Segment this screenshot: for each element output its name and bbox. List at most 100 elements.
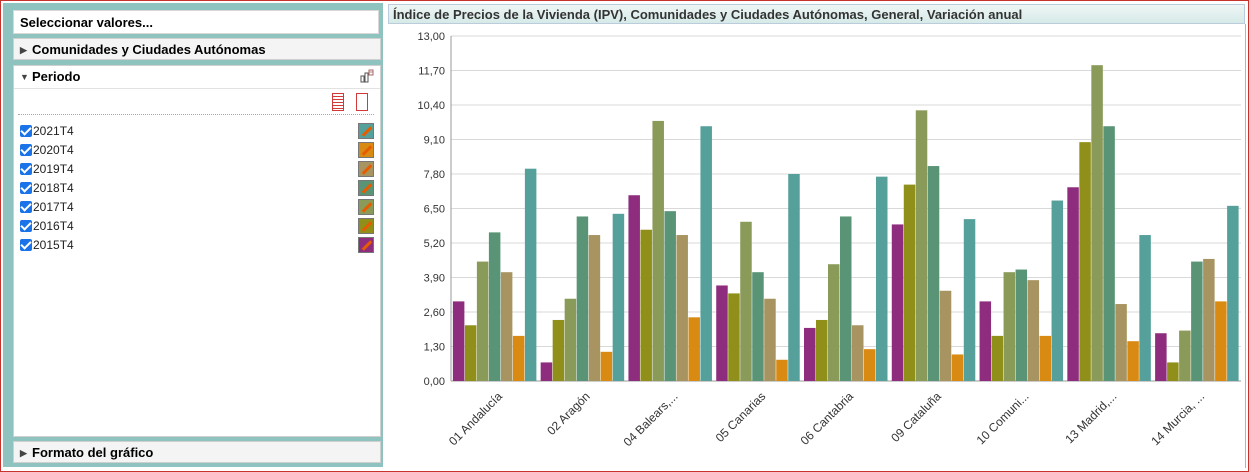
bar-2021T4-1[interactable] — [612, 213, 625, 381]
bar-2016T4-2[interactable] — [640, 229, 652, 381]
bar-2018T4-7[interactable] — [1103, 126, 1115, 381]
color-picker-icon[interactable] — [358, 199, 374, 215]
bar-2021T4-4[interactable] — [876, 176, 888, 381]
bar-2019T4-8[interactable] — [1203, 258, 1215, 381]
bar-2017T4-0[interactable] — [476, 261, 489, 381]
bar-2016T4-8[interactable] — [1167, 362, 1179, 381]
bar-2018T4-3[interactable] — [752, 272, 764, 381]
section-ccaa[interactable]: ▶ Comunidades y Ciudades Autónomas — [13, 38, 381, 60]
bar-2015T4-0[interactable] — [452, 301, 465, 381]
bar-2018T4-0[interactable] — [488, 232, 501, 381]
color-picker-icon[interactable] — [358, 180, 374, 196]
bar-2020T4-5[interactable] — [951, 354, 964, 381]
period-item[interactable]: 2020T4 — [20, 141, 374, 160]
bar-2021T4-2[interactable] — [700, 126, 712, 381]
color-picker-icon[interactable] — [358, 123, 374, 139]
color-picker-icon[interactable] — [358, 218, 374, 234]
bar-2018T4-6[interactable] — [1015, 269, 1028, 381]
period-checkbox[interactable] — [20, 201, 32, 213]
bar-2017T4-4[interactable] — [828, 264, 840, 381]
bar-2016T4-1[interactable] — [552, 319, 565, 381]
bar-2021T4-6[interactable] — [1051, 200, 1064, 381]
period-checkbox[interactable] — [20, 220, 32, 232]
x-tick-label: 05 Canarias — [713, 389, 769, 445]
bar-2018T4-1[interactable] — [576, 216, 589, 381]
bar-2019T4-6[interactable] — [1027, 280, 1040, 381]
bar-2015T4-1[interactable] — [540, 362, 553, 381]
bar-2019T4-2[interactable] — [676, 235, 688, 381]
bar-2020T4-6[interactable] — [1039, 335, 1052, 381]
bar-2021T4-7[interactable] — [1139, 235, 1151, 381]
period-checkbox[interactable] — [20, 182, 32, 194]
bar-2016T4-4[interactable] — [816, 319, 828, 381]
bar-2021T4-0[interactable] — [524, 168, 537, 381]
expand-right-icon: ▶ — [20, 448, 27, 458]
bar-2017T4-3[interactable] — [740, 221, 752, 381]
bar-2017T4-8[interactable] — [1179, 330, 1191, 381]
bar-2015T4-6[interactable] — [979, 301, 992, 381]
bar-2015T4-4[interactable] — [804, 327, 816, 381]
period-checkbox[interactable] — [20, 144, 32, 156]
select-none-icon[interactable] — [356, 93, 368, 111]
bar-2020T4-4[interactable] — [864, 349, 876, 381]
bar-2015T4-2[interactable] — [628, 195, 640, 381]
bar-2019T4-4[interactable] — [852, 325, 864, 381]
bar-2019T4-7[interactable] — [1115, 304, 1127, 381]
bar-2015T4-8[interactable] — [1155, 333, 1167, 381]
bar-2019T4-3[interactable] — [764, 298, 776, 381]
period-checkbox[interactable] — [20, 163, 32, 175]
bar-2021T4-3[interactable] — [788, 174, 800, 381]
x-tick-label: 04 Balears,... — [621, 389, 681, 449]
bar-2021T4-5[interactable] — [963, 219, 976, 381]
bar-2018T4-8[interactable] — [1191, 261, 1203, 381]
period-item[interactable]: 2019T4 — [20, 160, 374, 179]
bar-2020T4-1[interactable] — [600, 351, 613, 381]
period-checkbox[interactable] — [20, 239, 32, 251]
bar-2018T4-4[interactable] — [840, 216, 852, 381]
bar-2017T4-2[interactable] — [652, 120, 664, 381]
hierarchy-icon[interactable] — [360, 69, 374, 83]
color-picker-icon[interactable] — [358, 142, 374, 158]
bar-2017T4-5[interactable] — [915, 110, 928, 382]
x-tick-label: 10 Comuni... — [974, 389, 1032, 447]
bar-2015T4-5[interactable] — [891, 224, 904, 381]
bar-2020T4-2[interactable] — [688, 317, 700, 381]
period-item[interactable]: 2015T4 — [20, 236, 374, 255]
color-picker-icon[interactable] — [358, 237, 374, 253]
x-tick-label: 13 Madrid,... — [1062, 389, 1119, 446]
bar-2016T4-6[interactable] — [991, 335, 1004, 381]
bar-2016T4-7[interactable] — [1079, 142, 1091, 381]
bar-2016T4-3[interactable] — [728, 293, 740, 381]
bar-2019T4-1[interactable] — [588, 235, 601, 381]
period-item[interactable]: 2018T4 — [20, 179, 374, 198]
select-all-icon[interactable] — [332, 93, 344, 111]
bar-2017T4-1[interactable] — [564, 298, 577, 381]
bar-2019T4-0[interactable] — [500, 272, 513, 381]
bar-2017T4-7[interactable] — [1091, 65, 1103, 381]
bar-2015T4-7[interactable] — [1067, 187, 1079, 381]
bar-2019T4-5[interactable] — [939, 290, 952, 381]
bar-2020T4-7[interactable] — [1127, 341, 1139, 381]
bar-2016T4-0[interactable] — [464, 325, 477, 381]
period-item[interactable]: 2021T4 — [20, 122, 374, 141]
select-values-header[interactable]: Seleccionar valores... — [13, 10, 379, 34]
bar-2017T4-6[interactable] — [1003, 272, 1016, 381]
period-item[interactable]: 2016T4 — [20, 217, 374, 236]
bar-2018T4-2[interactable] — [664, 211, 676, 381]
periodo-header[interactable]: ▼ Periodo — [14, 66, 380, 89]
bar-2020T4-8[interactable] — [1215, 301, 1227, 381]
bar-2015T4-3[interactable] — [716, 285, 728, 381]
bar-2016T4-5[interactable] — [903, 184, 916, 381]
section-formato[interactable]: ▶ Formato del gráfico — [13, 441, 381, 463]
periodo-label: Periodo — [32, 69, 81, 84]
bar-2020T4-0[interactable] — [512, 335, 525, 381]
bar-2018T4-5[interactable] — [927, 166, 940, 381]
y-tick-label: 0,00 — [424, 376, 445, 388]
y-tick-label: 5,20 — [424, 238, 445, 250]
period-item[interactable]: 2017T4 — [20, 198, 374, 217]
color-picker-icon[interactable] — [358, 161, 374, 177]
period-label: 2020T4 — [33, 143, 74, 157]
bar-2021T4-8[interactable] — [1227, 205, 1239, 381]
period-checkbox[interactable] — [20, 125, 32, 137]
bar-2020T4-3[interactable] — [776, 359, 788, 381]
